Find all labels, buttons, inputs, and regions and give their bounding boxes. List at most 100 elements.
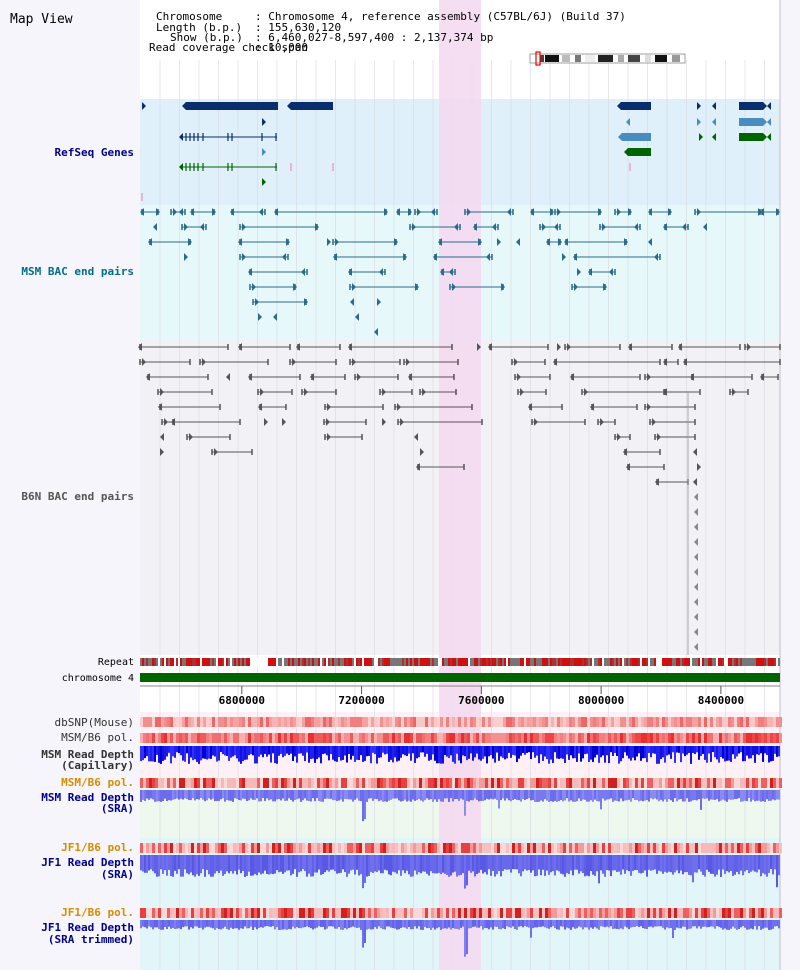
strand-arrow[interactable] xyxy=(296,343,300,351)
strand-arrow[interactable] xyxy=(449,268,453,276)
strand-arrow[interactable] xyxy=(273,313,277,321)
strand-arrow[interactable] xyxy=(164,418,168,426)
strand-arrow[interactable] xyxy=(626,463,630,471)
gene-exon-block[interactable] xyxy=(739,102,763,110)
bac-end-pair[interactable] xyxy=(397,419,483,425)
jf1-b6-pol-heatstrip-2[interactable] xyxy=(140,908,782,918)
strand-arrow[interactable] xyxy=(454,223,458,231)
bac-end-pair[interactable] xyxy=(403,359,459,365)
bac-end-pair[interactable] xyxy=(649,419,696,425)
strand-arrow[interactable] xyxy=(648,238,652,246)
strand-arrow[interactable] xyxy=(348,343,352,351)
bac-end-pair[interactable] xyxy=(564,344,621,350)
strand-arrow[interactable] xyxy=(558,238,562,246)
strand-arrow[interactable] xyxy=(262,178,266,186)
strand-arrow[interactable] xyxy=(497,238,501,246)
strand-arrow[interactable] xyxy=(678,343,682,351)
bac-end-pair[interactable] xyxy=(199,359,269,365)
strand-arrow[interactable] xyxy=(438,238,442,246)
strand-arrow[interactable] xyxy=(618,133,622,141)
strand-arrow[interactable] xyxy=(282,253,286,261)
strand-arrow[interactable] xyxy=(542,223,546,231)
strand-arrow[interactable] xyxy=(648,208,652,216)
strand-arrow[interactable] xyxy=(327,403,331,411)
msm-b6-pol-heatstrip-2[interactable] xyxy=(140,778,782,788)
gene-model[interactable] xyxy=(183,133,277,141)
strand-arrow[interactable] xyxy=(420,448,424,456)
strand-arrow[interactable] xyxy=(554,223,558,231)
strand-arrow[interactable] xyxy=(382,388,386,396)
strand-arrow[interactable] xyxy=(293,283,297,291)
strand-arrow[interactable] xyxy=(588,268,592,276)
bac-end-pair[interactable] xyxy=(644,404,696,410)
strand-arrow[interactable] xyxy=(652,418,656,426)
strand-arrow[interactable] xyxy=(763,133,767,141)
strand-arrow[interactable] xyxy=(173,208,177,216)
gene-exon-block[interactable] xyxy=(739,133,763,141)
strand-arrow[interactable] xyxy=(663,358,667,366)
strand-arrow[interactable] xyxy=(690,373,694,381)
strand-arrow[interactable] xyxy=(160,388,164,396)
strand-arrow[interactable] xyxy=(292,358,296,366)
strand-arrow[interactable] xyxy=(327,433,331,441)
strand-arrow[interactable] xyxy=(188,238,192,246)
strand-arrow[interactable] xyxy=(694,508,698,516)
strand-arrow[interactable] xyxy=(248,373,252,381)
strand-arrow[interactable] xyxy=(694,538,698,546)
chromosome-ideogram[interactable] xyxy=(529,51,686,66)
strand-arrow[interactable] xyxy=(573,253,577,261)
strand-arrow[interactable] xyxy=(647,403,651,411)
gene-exon-block[interactable] xyxy=(186,102,278,110)
strand-arrow[interactable] xyxy=(326,418,330,426)
strand-arrow[interactable] xyxy=(528,403,532,411)
strand-arrow[interactable] xyxy=(776,208,780,216)
gene-model[interactable] xyxy=(183,163,277,171)
strand-arrow[interactable] xyxy=(760,373,764,381)
strand-arrow[interactable] xyxy=(238,343,242,351)
bac-end-pair[interactable] xyxy=(186,434,231,440)
strand-arrow[interactable] xyxy=(693,478,697,486)
strand-arrow[interactable] xyxy=(694,568,698,576)
strand-arrow[interactable] xyxy=(567,343,571,351)
bac-end-pair[interactable] xyxy=(139,359,191,365)
strand-arrow[interactable] xyxy=(190,208,194,216)
strand-arrow[interactable] xyxy=(657,433,661,441)
strand-arrow[interactable] xyxy=(158,403,162,411)
strand-arrow[interactable] xyxy=(260,388,264,396)
strand-arrow[interactable] xyxy=(352,358,356,366)
strand-arrow[interactable] xyxy=(546,238,550,246)
strand-arrow[interactable] xyxy=(486,253,490,261)
strand-arrow[interactable] xyxy=(182,102,186,110)
gene-exon-block[interactable] xyxy=(739,118,763,126)
strand-arrow[interactable] xyxy=(763,102,767,110)
strand-arrow[interactable] xyxy=(352,283,356,291)
strand-arrow[interactable] xyxy=(396,208,400,216)
strand-arrow[interactable] xyxy=(584,388,588,396)
strand-arrow[interactable] xyxy=(747,343,751,351)
strand-arrow[interactable] xyxy=(394,238,398,246)
bac-end-pair[interactable] xyxy=(323,419,367,425)
strand-arrow[interactable] xyxy=(697,102,701,110)
strand-arrow[interactable] xyxy=(683,358,687,366)
strand-arrow[interactable] xyxy=(697,208,701,216)
strand-arrow[interactable] xyxy=(160,448,164,456)
strand-arrow[interactable] xyxy=(712,102,716,110)
strand-arrow[interactable] xyxy=(628,208,632,216)
strand-arrow[interactable] xyxy=(553,358,557,366)
bac-end-pair[interactable] xyxy=(324,434,363,440)
msm-b6-pol-heatstrip-1[interactable] xyxy=(140,733,782,743)
strand-arrow[interactable] xyxy=(350,298,354,306)
strand-arrow[interactable] xyxy=(617,208,621,216)
strand-arrow[interactable] xyxy=(634,223,638,231)
gene-exon-block[interactable] xyxy=(291,102,333,110)
strand-arrow[interactable] xyxy=(473,223,477,231)
strand-arrow[interactable] xyxy=(703,223,707,231)
strand-arrow[interactable] xyxy=(179,208,183,216)
strand-arrow[interactable] xyxy=(663,388,667,396)
strand-arrow[interactable] xyxy=(184,223,188,231)
track-label-b6n-bac[interactable]: B6N BAC end pairs xyxy=(21,490,134,503)
strand-arrow[interactable] xyxy=(694,643,698,651)
strand-arrow[interactable] xyxy=(516,238,520,246)
strand-arrow[interactable] xyxy=(406,358,410,366)
strand-arrow[interactable] xyxy=(712,133,716,141)
